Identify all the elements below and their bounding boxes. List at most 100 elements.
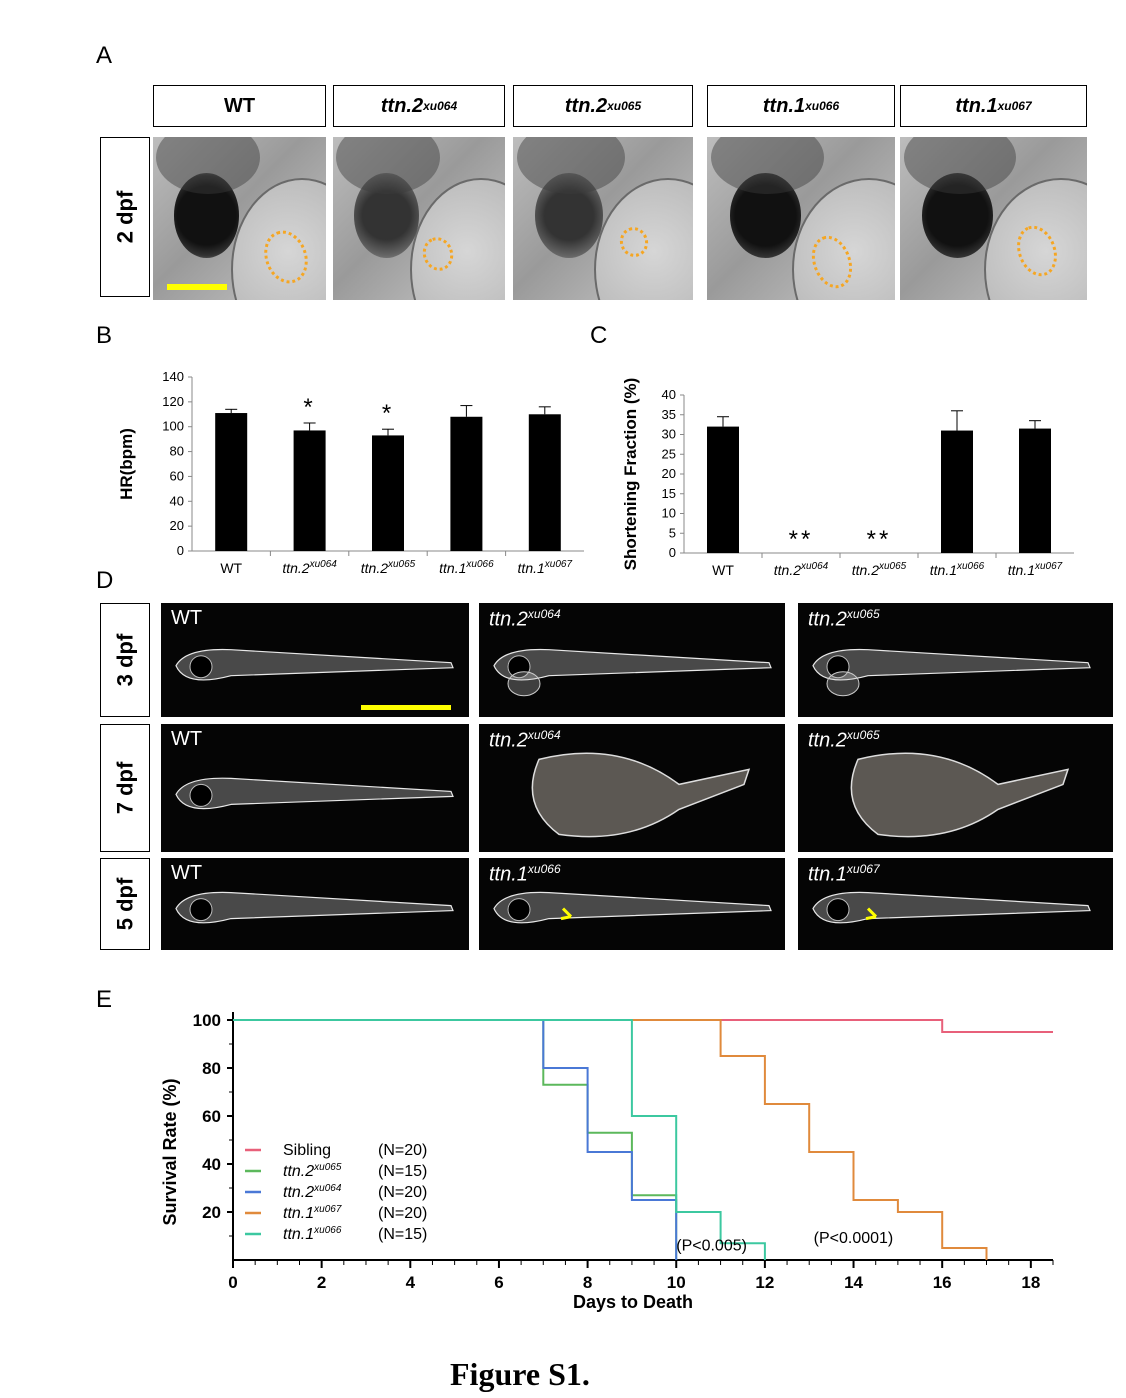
legend-label: ttn.2xu065 bbox=[283, 1162, 342, 1180]
p-value-annotation: (P<0.005) bbox=[676, 1237, 747, 1254]
x-tick-label: WT bbox=[712, 562, 734, 578]
y-axis-label: Shortening Fraction (%) bbox=[621, 378, 640, 571]
larva-photo: ttn.2xu064 bbox=[479, 603, 785, 717]
y-axis-label: Survival Rate (%) bbox=[160, 1078, 180, 1225]
larva-photo: ttn.1xu067 bbox=[798, 858, 1113, 950]
x-tick-label: WT bbox=[220, 560, 242, 576]
genotype-header: WT bbox=[153, 85, 326, 127]
arrow-marker bbox=[560, 907, 573, 921]
larva-body bbox=[175, 777, 454, 810]
figure-caption: Figure S1. bbox=[450, 1356, 590, 1392]
x-tick-label: ttn.1xu066 bbox=[439, 559, 494, 576]
genotype-header: ttn.1 xu066 bbox=[707, 85, 895, 127]
larva-genotype-label: WT bbox=[171, 862, 203, 884]
larva-genotype-label: ttn.1xu067 bbox=[808, 862, 880, 886]
bar bbox=[707, 426, 739, 553]
legend-n: (N=20) bbox=[378, 1142, 427, 1159]
survival-curve-chart: 20 40 60 80 100 0 2 4 6 8 10 12 14 16 18 Days to Death S… bbox=[160, 1011, 1054, 1312]
y-tick-label: 20 bbox=[202, 1203, 221, 1222]
larva-eye bbox=[189, 898, 213, 922]
legend-label: ttn.1xu066 bbox=[283, 1225, 342, 1243]
embryo-micrograph bbox=[153, 137, 326, 300]
larva-genotype-label: WT bbox=[171, 607, 203, 629]
bar bbox=[1019, 428, 1051, 553]
larva-genotype-label: ttn.2xu065 bbox=[808, 728, 880, 752]
larva-genotype-label: WT bbox=[171, 728, 203, 750]
y-tick-label: 20 bbox=[170, 518, 184, 533]
larva-body bbox=[812, 648, 1091, 681]
x-tick-label: ttn.2xu065 bbox=[852, 561, 907, 578]
survival-line bbox=[233, 1019, 1053, 1033]
significance-marker: * bbox=[382, 400, 394, 427]
row-label: 3 dpf bbox=[100, 603, 150, 717]
y-tick-label: 15 bbox=[662, 486, 676, 501]
x-tick-label: 12 bbox=[755, 1273, 774, 1292]
significance-marker: ** bbox=[789, 526, 814, 553]
y-tick-label: 100 bbox=[162, 419, 184, 434]
survival-line bbox=[233, 1019, 766, 1260]
y-tick-label: 10 bbox=[662, 506, 676, 521]
y-tick-label: 80 bbox=[202, 1059, 221, 1078]
row-label: 5 dpf bbox=[100, 858, 150, 950]
row-label-2dpf: 2 dpf bbox=[100, 137, 150, 297]
y-tick-label: 40 bbox=[170, 493, 184, 508]
y-tick-label: 120 bbox=[162, 394, 184, 409]
x-tick-label: 14 bbox=[844, 1273, 863, 1292]
row-label: 7 dpf bbox=[100, 724, 150, 852]
bar bbox=[293, 430, 326, 551]
larva-eye bbox=[189, 783, 213, 807]
larva-body bbox=[531, 752, 751, 838]
y-axis-label: HR(bpm) bbox=[117, 428, 136, 500]
x-tick-label: 0 bbox=[228, 1273, 237, 1292]
larva-body bbox=[493, 648, 772, 681]
x-tick-label: 16 bbox=[933, 1273, 952, 1292]
panel-label-e: E bbox=[96, 986, 113, 1013]
y-tick-label: 0 bbox=[177, 543, 184, 558]
y-tick-label: 40 bbox=[202, 1155, 221, 1174]
larva-eye bbox=[189, 655, 213, 679]
larva-photo: ttn.2xu065 bbox=[798, 603, 1113, 717]
survival-line bbox=[233, 1019, 988, 1260]
x-tick-label: 6 bbox=[494, 1273, 503, 1292]
y-tick-label: 35 bbox=[662, 407, 676, 422]
x-tick-label: ttn.1xu067 bbox=[1008, 561, 1063, 578]
y-tick-label: 40 bbox=[662, 387, 676, 402]
larva-body bbox=[175, 648, 454, 681]
y-tick-label: 25 bbox=[662, 446, 676, 461]
genotype-header: ttn.2 xu065 bbox=[513, 85, 693, 127]
larva-photo: ttn.2xu064 bbox=[479, 724, 785, 852]
x-tick-label: 10 bbox=[667, 1273, 686, 1292]
x-tick-label: ttn.1xu067 bbox=[518, 559, 573, 576]
y-tick-label: 30 bbox=[662, 427, 676, 442]
y-tick-label: 0 bbox=[669, 545, 676, 560]
embryo-micrograph bbox=[513, 137, 693, 300]
larva-body bbox=[493, 891, 772, 924]
arrow-marker bbox=[865, 907, 878, 921]
bar bbox=[215, 413, 248, 551]
scale-bar bbox=[167, 284, 227, 290]
larva-photo: WT bbox=[161, 724, 469, 852]
significance-marker: * bbox=[303, 394, 315, 421]
y-tick-label: 100 bbox=[193, 1011, 221, 1030]
x-tick-label: ttn.2xu064 bbox=[282, 559, 337, 576]
larva-photo: WT bbox=[161, 858, 469, 950]
x-tick-label: ttn.1xu066 bbox=[930, 561, 985, 578]
larva-genotype-label: ttn.1xu066 bbox=[489, 862, 561, 886]
y-tick-label: 80 bbox=[170, 444, 184, 459]
legend-n: (N=15) bbox=[378, 1226, 427, 1243]
larva-genotype-label: ttn.2xu065 bbox=[808, 607, 880, 631]
bar bbox=[528, 414, 561, 551]
y-tick-label: 60 bbox=[202, 1107, 221, 1126]
x-tick-label: ttn.2xu064 bbox=[774, 561, 829, 578]
genotype-header: ttn.1 xu067 bbox=[900, 85, 1087, 127]
larva-body bbox=[850, 752, 1070, 838]
legend-label: Sibling bbox=[283, 1142, 331, 1159]
shortening-fraction-bar-chart: 0 5 10 15 20 25 30 35 40 WT ** ttn.2xu064 ** ttn.2xu0… bbox=[621, 378, 1074, 578]
larva-eye bbox=[507, 898, 531, 922]
y-tick-label: 5 bbox=[669, 525, 676, 540]
genotype-header: ttn.2 xu064 bbox=[333, 85, 505, 127]
embryo-micrograph bbox=[707, 137, 895, 300]
panel-label-a: A bbox=[96, 42, 113, 69]
bar bbox=[450, 416, 483, 551]
bar bbox=[372, 435, 404, 551]
